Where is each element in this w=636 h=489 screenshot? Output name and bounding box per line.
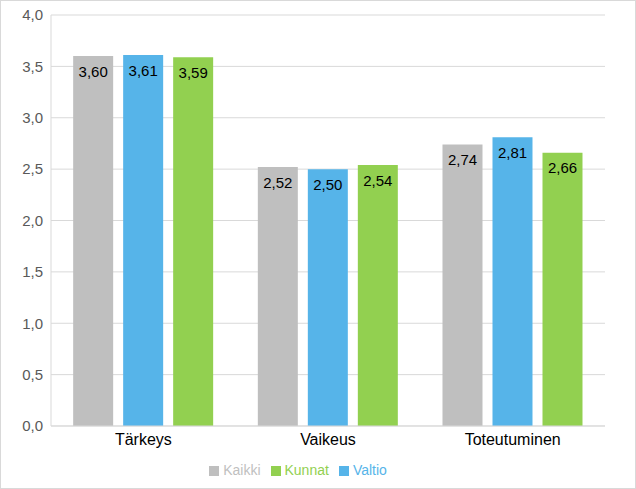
svg-text:3,5: 3,5 [22,58,43,75]
svg-text:2,0: 2,0 [22,212,43,229]
svg-text:Vaikeus: Vaikeus [300,431,356,448]
svg-text:Tärkeys: Tärkeys [115,431,172,448]
svg-text:2,81: 2,81 [498,144,527,161]
svg-text:0,0: 0,0 [22,417,43,434]
svg-text:0,5: 0,5 [22,366,43,383]
html-text:Kunnat: Kunnat [284,462,329,478]
svg-text:2,66: 2,66 [548,159,577,176]
svg-text:2,54: 2,54 [363,172,392,189]
svg-text:3,0: 3,0 [22,109,43,126]
svg-text:2,5: 2,5 [22,160,43,177]
svg-text:3,61: 3,61 [129,62,158,79]
svg-text:1,5: 1,5 [22,263,43,280]
svg-text:3,60: 3,60 [79,63,108,80]
svg-text:2,52: 2,52 [263,174,292,191]
svg-text:Toteutuminen: Toteutuminen [465,431,561,448]
html-text:Kaikki: Kaikki [223,462,261,478]
svg-text:2,74: 2,74 [448,151,477,168]
svg-text:3,59: 3,59 [179,64,208,81]
html-text:Valtio: Valtio [352,462,387,478]
svg-text:2,50: 2,50 [313,176,342,193]
svg-text:4,0: 4,0 [22,6,43,23]
svg-text:1,0: 1,0 [22,315,43,332]
